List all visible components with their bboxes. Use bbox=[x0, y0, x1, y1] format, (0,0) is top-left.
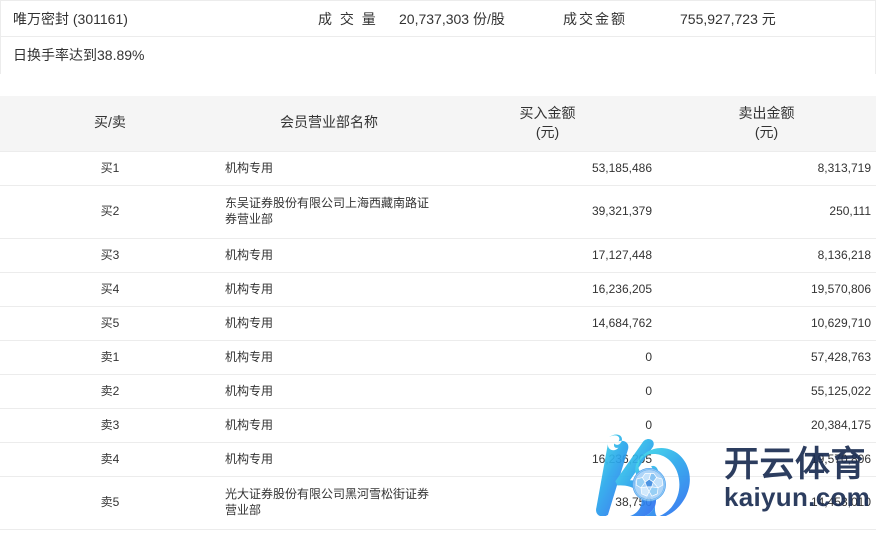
svg-text:开云体育: 开云体育 bbox=[724, 445, 866, 484]
svg-text:kaiyun.com: kaiyun.com bbox=[724, 482, 870, 512]
